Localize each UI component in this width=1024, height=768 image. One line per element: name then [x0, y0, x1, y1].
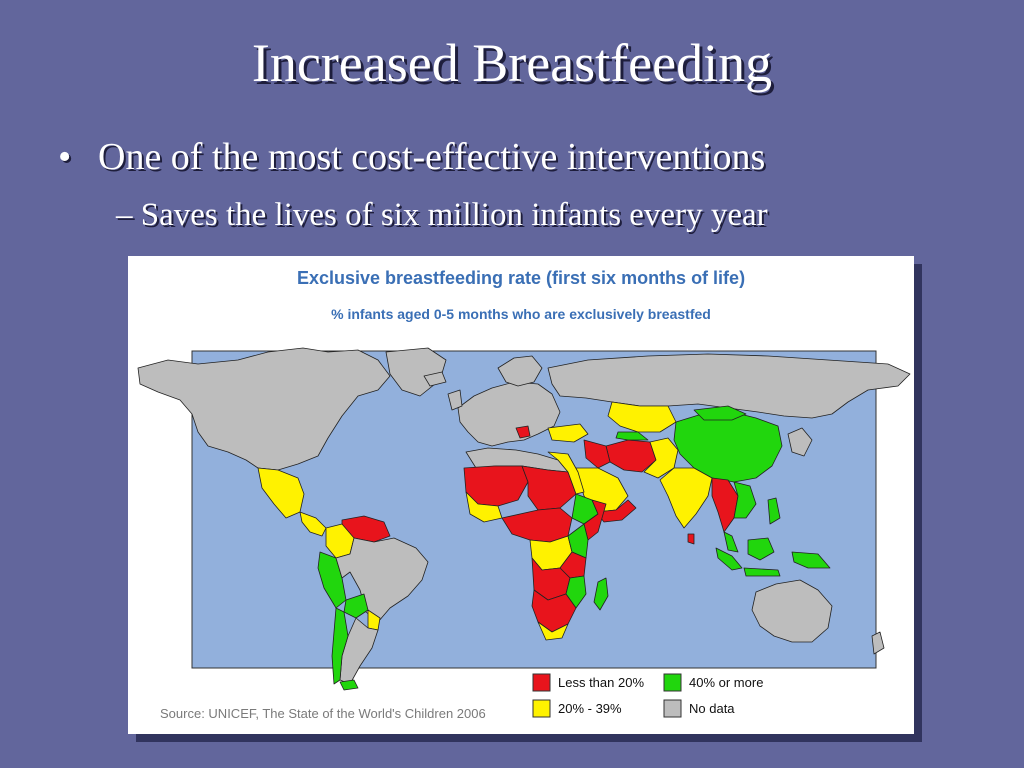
legend-label-nodata: No data: [689, 701, 735, 716]
indochina: [733, 481, 757, 519]
balkans: [515, 425, 531, 439]
uk: [447, 389, 463, 411]
scandinavia: [497, 355, 543, 387]
chile: [331, 607, 349, 685]
india: [659, 467, 713, 529]
sub-bullet-text: – Saves the lives of six million infants…: [116, 197, 768, 233]
indonesia-java: [743, 567, 781, 577]
mongolia: [693, 405, 747, 421]
madagascar: [593, 577, 609, 611]
legend-swatch-nodata: [663, 699, 682, 718]
legend-swatch-mid: [532, 699, 551, 718]
yemen-oman: [595, 499, 637, 523]
figure-subtitle: % infants aged 0-5 months who are exclus…: [331, 306, 711, 322]
papua: [791, 551, 831, 569]
afghanistan-pakistan: [643, 437, 679, 479]
figure-title: Exclusive breastfeeding rate (first six …: [296, 268, 746, 288]
map-figure: Exclusive breastfeeding rate (first six …: [128, 256, 914, 734]
south-africa-yellow: [537, 621, 569, 641]
egypt-sudan: [547, 451, 585, 495]
philippines: [767, 497, 781, 525]
indonesia-borneo: [747, 537, 775, 561]
east-africa-green: [567, 523, 589, 559]
legend-swatch-high: [663, 673, 682, 692]
bullet-point: • One of the most cost-effective interven…: [58, 134, 765, 180]
legend-label-mid: 20% - 39%: [558, 701, 622, 716]
legend-swatch-low: [532, 673, 551, 692]
new-zealand: [871, 631, 885, 655]
iraq-syria: [583, 439, 611, 469]
source-caption: Source: UNICEF, The State of the World's…: [160, 706, 486, 721]
legend-label-high: 40% or more: [689, 675, 763, 690]
bolivia: [343, 593, 369, 619]
europe: [457, 381, 561, 447]
australia: [751, 579, 833, 643]
bullet-marker: •: [58, 136, 72, 178]
legend-label-low: Less than 20%: [558, 675, 644, 690]
korea-japan: [787, 427, 813, 457]
myanmar-thailand: [711, 477, 739, 533]
malaysia: [723, 531, 739, 553]
kazakhstan: [607, 401, 677, 433]
mozambique: [565, 575, 587, 609]
iceland: [423, 371, 447, 387]
tierra-del-fuego: [339, 679, 359, 691]
central-asia-green: [615, 431, 649, 441]
sri-lanka: [687, 533, 695, 545]
north-america-landmass: [137, 347, 391, 471]
central-america: [299, 511, 327, 537]
brazil: [335, 537, 429, 623]
bullet-text: One of the most cost-effective intervent…: [98, 136, 766, 178]
map-legend: Less than 20% 40% or more 20% - 39% No d…: [532, 673, 763, 718]
russia: [547, 353, 911, 419]
indonesia-sumatra: [715, 547, 743, 571]
slide-title: Increased Breastfeeding: [251, 33, 773, 93]
turkey-caucasus: [547, 423, 589, 443]
world-map: Less than 20% 40% or more 20% - 39% No d…: [137, 347, 911, 718]
